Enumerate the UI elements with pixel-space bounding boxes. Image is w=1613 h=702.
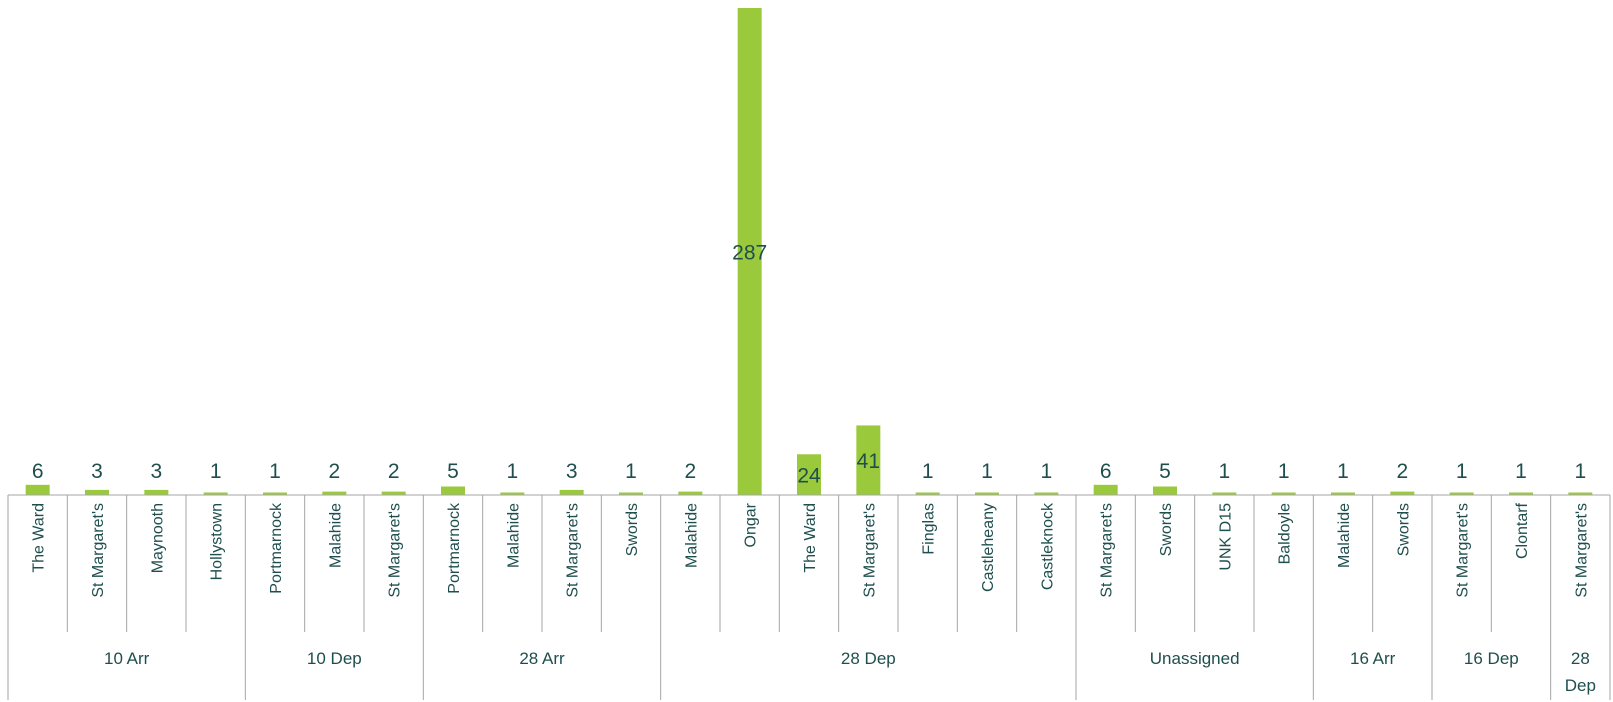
category-tick-label: Portmarnock	[268, 502, 285, 594]
bar	[263, 492, 287, 495]
data-label: 6	[1100, 460, 1112, 483]
category-tick-label: Malahide	[327, 503, 344, 568]
group-label: 16 Arr	[1350, 649, 1396, 668]
category-tick-label: Swords	[1395, 503, 1412, 556]
category-tick-label: The Ward	[802, 503, 819, 573]
bar	[1153, 486, 1177, 495]
data-label: 1	[625, 460, 637, 483]
data-label: 3	[91, 460, 103, 483]
data-label: 1	[1337, 460, 1349, 483]
category-tick-label: Hollystown	[209, 503, 226, 580]
data-label: 5	[447, 460, 459, 483]
data-label: 2	[684, 460, 696, 483]
bar	[737, 8, 762, 495]
category-tick-label: St Margaret's	[565, 503, 582, 598]
category-tick-label: Swords	[1158, 503, 1175, 556]
bar	[1271, 492, 1296, 495]
category-tick-label: Malahide	[1336, 503, 1353, 568]
group-label: Unassigned	[1150, 649, 1240, 668]
category-tick-label: St Margaret's	[1455, 503, 1472, 598]
bar	[619, 492, 643, 495]
category-tick-label: St Margaret's	[387, 503, 404, 598]
category-tick-label: Clontarf	[1514, 502, 1531, 559]
bar	[678, 491, 703, 495]
data-label: 6	[32, 460, 44, 483]
data-label: 1	[1218, 460, 1230, 483]
data-label: 1	[269, 460, 281, 483]
data-label: 1	[922, 460, 934, 483]
category-tick-label: Finglas	[921, 503, 938, 555]
bar	[25, 484, 50, 495]
category-tick-label: Portmarnock	[446, 502, 463, 594]
labels-layer: 6 The Ward 3 St Margaret's 3 Maynooth 1 Hollyst…	[31, 242, 1596, 696]
data-label: 3	[566, 460, 578, 483]
data-label: 1	[1515, 460, 1527, 483]
category-tick-label: Castleheany	[980, 503, 997, 592]
bar	[559, 489, 584, 495]
data-label: 3	[150, 460, 162, 483]
category-tick-label: Malahide	[683, 503, 700, 568]
bar	[915, 492, 940, 495]
bar	[1093, 484, 1118, 495]
bar	[500, 492, 525, 495]
group-label: 10 Arr	[104, 649, 150, 668]
category-tick-label: Castleknock	[1039, 502, 1056, 590]
group-label: 16 Dep	[1464, 649, 1519, 668]
data-label: 1	[210, 460, 222, 483]
category-tick-label: St Margaret's	[861, 503, 878, 598]
bar	[797, 454, 821, 495]
data-label: 41	[857, 450, 880, 473]
bar	[1034, 492, 1059, 495]
group-label: 28	[1571, 649, 1590, 668]
data-label: 1	[1040, 460, 1052, 483]
data-label: 287	[732, 242, 767, 265]
data-label: 1	[506, 460, 518, 483]
bar	[975, 492, 999, 495]
data-label: 2	[388, 460, 400, 483]
bar	[1390, 491, 1415, 495]
bar	[322, 491, 347, 495]
category-tick-label: UNK D15	[1217, 503, 1234, 571]
bar	[1331, 492, 1355, 495]
data-label: 2	[1396, 460, 1408, 483]
data-label: 1	[1456, 460, 1468, 483]
bar	[1568, 492, 1593, 495]
bar	[441, 486, 465, 495]
bar	[144, 489, 169, 495]
category-tick-label: St Margaret's	[90, 503, 107, 598]
bar	[1212, 492, 1237, 495]
group-label: 10 Dep	[307, 649, 362, 668]
category-axis	[7, 494, 1611, 700]
category-tick-label: Baldoyle	[1277, 503, 1294, 564]
bar	[203, 492, 228, 495]
data-label: 1	[1278, 460, 1290, 483]
bars-layer	[25, 8, 1593, 495]
category-tick-label: St Margaret's	[1099, 503, 1116, 598]
category-tick-label: Swords	[624, 503, 641, 556]
group-label: Dep	[1565, 676, 1596, 695]
category-tick-label: Maynooth	[149, 503, 166, 573]
data-label: 24	[797, 465, 821, 488]
data-label: 2	[328, 460, 340, 483]
category-tick-label: Malahide	[505, 503, 522, 568]
data-label: 5	[1159, 460, 1171, 483]
bar	[85, 489, 109, 495]
category-tick-label: St Margaret's	[1573, 503, 1590, 598]
bar	[856, 425, 881, 495]
bar	[1449, 492, 1474, 495]
group-label: 28 Arr	[519, 649, 565, 668]
data-label: 1	[1574, 460, 1586, 483]
group-label: 28 Dep	[841, 649, 896, 668]
category-tick-label: Ongar	[743, 502, 760, 547]
data-label: 1	[981, 460, 993, 483]
bar	[1509, 492, 1533, 495]
category-tick-label: The Ward	[31, 503, 48, 573]
bar	[381, 491, 406, 495]
